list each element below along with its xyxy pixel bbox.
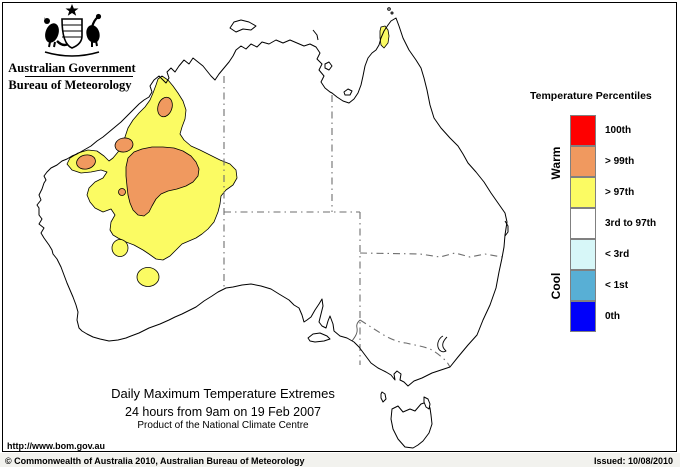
legend-color-bar: 100th > 99th > 97th 3rd to 97th < 3rd < … [570,114,657,332]
emu-icon [86,13,102,47]
legend-swatch-0th [570,300,596,332]
melville-island [229,19,257,33]
australian-government-label: Australian Government [8,61,136,75]
islands [229,7,509,449]
bureau-of-meteorology-label: Bureau of Meteorology [8,78,132,92]
region-gt99-small [114,137,134,153]
logo-divider [25,75,133,77]
crest-shield-icon [61,18,83,49]
map-product-line: Product of the National Climate Centre [137,420,309,431]
map-frame [2,2,677,452]
legend-swatch-mid [570,207,596,239]
legend-swatch-gt99 [570,145,596,177]
crest-scroll-icon [44,51,100,57]
mainland-coastline [36,17,508,387]
torres-islet-1 [387,7,391,11]
region-gt99-dot [118,188,126,196]
copyright-text: © Commonwealth of Australia 2010, Austra… [5,456,305,466]
legend-swatch-lt3 [570,238,596,270]
legend-row: < 1st [570,269,656,301]
bom-url: http://www.bom.gov.au [7,441,105,451]
act-border [437,335,448,353]
legend-row: > 97th [570,176,656,208]
flinders-island [423,396,431,410]
region-gt99-west [76,154,96,170]
region-gt99-central-wa [125,146,200,217]
legend-swatch-100th [570,114,596,146]
region-gt97-blob2 [136,267,160,287]
legend-label: 3rd to 97th [605,217,657,229]
legend-title: Temperature Percentiles [530,90,652,102]
legend-row: 3rd to 97th [570,207,657,239]
kangaroo-island [307,332,331,343]
kangaroo-icon [44,17,69,48]
legend-row: 0th [570,300,656,332]
legend-row: > 99th [570,145,656,177]
legend-label: 0th [605,310,620,322]
legend-label: > 99th [605,155,635,167]
king-island [380,391,387,403]
legend-cool-label: Cool [549,272,563,300]
groote-eylandt [324,61,333,71]
crest-star-icon [65,4,79,16]
legend-row: 100th [570,114,656,146]
legend-label: > 97th [605,186,635,198]
map-subtitle: 24 hours from 9am on 19 Feb 2007 [125,405,321,419]
region-gt97-blob1 [111,239,129,257]
legend-swatch-gt97 [570,176,596,208]
legend-swatch-lt1 [570,269,596,301]
fraser-island [504,220,509,237]
legend-label: 100th [605,124,632,136]
tasmania [390,401,433,449]
legend-row: < 3rd [570,238,656,270]
footer-strip: © Commonwealth of Australia 2010, Austra… [0,453,680,467]
legend-label: < 1st [605,279,629,291]
region-gt99-kimberley [157,96,173,118]
legend-label: < 3rd [605,248,630,260]
murray-river [351,319,361,342]
legend-warm-label: Warm [549,146,563,180]
torres-islet-2 [390,11,394,15]
wessel-islands [312,29,319,41]
state-borders [223,76,503,368]
mornington-island [343,88,353,96]
issued-date: Issued: 10/08/2010 [593,456,673,466]
australia-map [2,2,677,452]
coat-of-arms [44,4,102,57]
map-title: Daily Maximum Temperature Extremes [111,386,335,401]
